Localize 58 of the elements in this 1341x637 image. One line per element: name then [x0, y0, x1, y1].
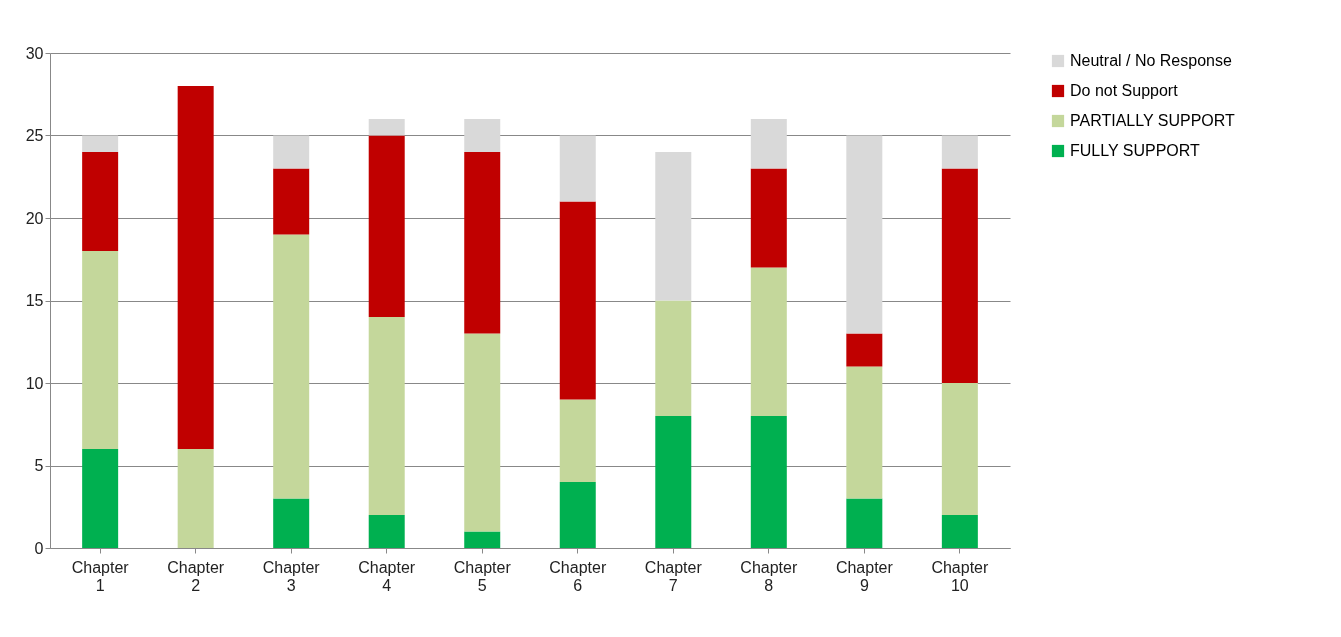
bar — [846, 333, 883, 367]
bar — [368, 119, 405, 136]
bar — [368, 135, 405, 317]
bar — [82, 135, 119, 152]
y-tick-label: 0 — [34, 539, 44, 557]
x-tick-label: Chapter 7 — [644, 558, 703, 594]
bar — [273, 498, 310, 548]
bar — [559, 482, 596, 548]
legend-label: Neutral / No Response — [1070, 52, 1232, 69]
x-tick-label: Chapter 5 — [453, 558, 512, 594]
bar — [655, 416, 692, 548]
y-tick-label: 30 — [25, 44, 44, 62]
bar — [941, 515, 978, 548]
bar — [368, 317, 405, 515]
bar — [846, 366, 883, 499]
x-tick-label: Chapter 4 — [358, 558, 416, 594]
legend-label: PARTIALLY SUPPORT — [1070, 112, 1236, 129]
bar — [846, 135, 883, 334]
bar — [559, 135, 596, 202]
bar — [273, 234, 310, 499]
y-tick-label: 25 — [25, 127, 44, 144]
x-tick-label: Chapter 8 — [740, 558, 798, 594]
x-tick-label: Chapter 2 — [167, 558, 225, 594]
bar — [941, 168, 978, 383]
bar — [273, 135, 310, 169]
x-tick-label: Chapter 10 — [931, 558, 989, 594]
bar — [846, 498, 883, 548]
bar — [559, 201, 596, 400]
x-tick-label: Chapter 6 — [549, 558, 607, 594]
legend-label: FULLY SUPPORT — [1070, 142, 1201, 159]
bar — [82, 251, 119, 449]
bar — [559, 399, 596, 482]
bar — [655, 152, 692, 301]
bar — [464, 152, 501, 334]
x-tick-label: Chapter 9 — [835, 558, 894, 594]
x-tick-label: Chapter 1 — [71, 558, 130, 594]
bar — [177, 449, 214, 548]
bar — [368, 515, 405, 548]
bar — [750, 416, 787, 548]
y-tick-label: 15 — [25, 292, 44, 309]
x-tick-label: Chapter 3 — [262, 558, 321, 594]
bar — [82, 449, 119, 548]
bar — [464, 531, 501, 548]
bar — [941, 135, 978, 169]
bar — [82, 152, 119, 251]
y-tick-label: 10 — [25, 374, 44, 392]
bar — [750, 267, 787, 416]
bar — [177, 86, 214, 449]
bar — [273, 168, 310, 235]
bar — [750, 168, 787, 268]
bar — [464, 119, 501, 152]
bar — [750, 119, 787, 169]
y-tick-label: 5 — [34, 457, 44, 474]
bar — [941, 383, 978, 515]
legend-label: Do not Support — [1070, 82, 1179, 99]
y-tick-label: 20 — [25, 209, 44, 227]
bar — [464, 333, 501, 532]
bar — [655, 300, 692, 416]
